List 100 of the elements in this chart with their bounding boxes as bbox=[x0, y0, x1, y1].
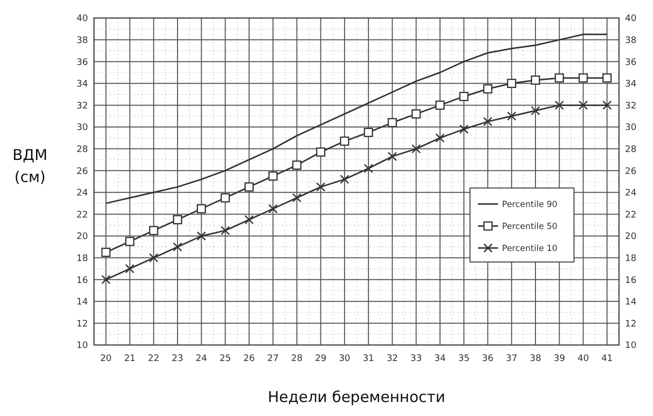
point bbox=[483, 116, 492, 126]
y2-tick-label: 20 bbox=[625, 232, 637, 242]
x-tick-label: 30 bbox=[338, 354, 351, 364]
y-tick-label: 20 bbox=[76, 232, 88, 242]
x-tick-label: 36 bbox=[482, 354, 494, 364]
legend-label: Percentile 90 bbox=[502, 200, 558, 210]
point bbox=[530, 76, 540, 85]
point bbox=[459, 92, 468, 102]
point bbox=[554, 73, 564, 83]
y2-tick-label: 28 bbox=[625, 144, 637, 155]
y2-tick-label: 26 bbox=[625, 166, 637, 177]
point bbox=[578, 73, 588, 83]
y2-tick-label: 14 bbox=[625, 298, 637, 308]
point bbox=[506, 111, 516, 121]
legend-label: Percentile 10 bbox=[502, 244, 558, 254]
point bbox=[220, 226, 230, 236]
point bbox=[101, 274, 111, 284]
x-tick-label: 40 bbox=[577, 354, 590, 364]
point bbox=[268, 171, 278, 181]
point bbox=[196, 204, 206, 214]
point bbox=[435, 133, 445, 143]
y2-tick-label: 12 bbox=[625, 319, 636, 330]
x-tick-label: 22 bbox=[148, 354, 160, 364]
point bbox=[435, 100, 445, 110]
y2-tick-label: 16 bbox=[625, 276, 637, 286]
legend-label: Percentile 50 bbox=[502, 222, 558, 232]
point bbox=[316, 182, 326, 192]
point bbox=[172, 215, 182, 224]
y-tick-label: 12 bbox=[76, 319, 88, 330]
point bbox=[602, 100, 612, 110]
y-tick-label: 36 bbox=[76, 58, 88, 68]
point bbox=[149, 253, 158, 262]
point bbox=[244, 182, 254, 192]
y-tick-label: 26 bbox=[76, 166, 88, 177]
y-tick-label: 34 bbox=[76, 80, 88, 90]
y-tick-label: 16 bbox=[76, 276, 88, 286]
point bbox=[340, 174, 350, 184]
point bbox=[507, 78, 516, 88]
x-tick-label: 28 bbox=[291, 354, 303, 364]
y-tick-label: 14 bbox=[76, 298, 88, 308]
point bbox=[530, 106, 540, 116]
y2-tick-label: 32 bbox=[625, 101, 636, 112]
x-tick-label: 32 bbox=[386, 354, 398, 364]
y2-tick-label: 34 bbox=[625, 80, 637, 90]
y-tick-label: 18 bbox=[76, 254, 88, 264]
x-axis-title: Недели беременности bbox=[268, 388, 446, 406]
y-tick-label: 10 bbox=[76, 341, 88, 352]
point bbox=[149, 226, 158, 236]
x-tick-label: 27 bbox=[267, 354, 279, 364]
y-tick-label: 24 bbox=[76, 188, 88, 199]
y2-tick-label: 40 bbox=[625, 14, 637, 24]
point bbox=[602, 73, 612, 83]
x-tick-label: 39 bbox=[554, 354, 566, 364]
x-tick-label: 41 bbox=[601, 354, 613, 364]
y2-tick-label: 30 bbox=[625, 123, 637, 134]
point bbox=[268, 204, 278, 214]
point bbox=[412, 144, 421, 154]
point bbox=[292, 193, 302, 202]
point bbox=[340, 136, 350, 146]
x-tick-label: 23 bbox=[172, 354, 184, 364]
x-tick-label: 21 bbox=[124, 354, 136, 364]
point bbox=[244, 215, 254, 224]
x-tick-label: 33 bbox=[410, 354, 422, 364]
y2-tick-label: 36 bbox=[625, 58, 637, 68]
point bbox=[220, 193, 230, 202]
point bbox=[125, 236, 134, 246]
x-tick-label: 25 bbox=[220, 354, 231, 364]
y2-tick-label: 18 bbox=[625, 254, 637, 264]
y-tick-label: 40 bbox=[76, 14, 88, 24]
point bbox=[316, 147, 326, 157]
point bbox=[483, 84, 492, 94]
point bbox=[578, 100, 588, 110]
x-tick-label: 20 bbox=[100, 354, 112, 364]
point bbox=[364, 128, 374, 138]
y-tick-label: 22 bbox=[76, 210, 88, 220]
point bbox=[388, 152, 397, 162]
point bbox=[101, 248, 111, 257]
x-tick-label: 26 bbox=[243, 354, 256, 364]
y2-tick-label: 10 bbox=[625, 341, 637, 352]
y-tick-label: 32 bbox=[76, 101, 88, 112]
x-tick-label: 29 bbox=[314, 354, 327, 364]
y-tick-label: 38 bbox=[76, 36, 88, 46]
x-tick-label: 35 bbox=[458, 354, 470, 364]
x-tick-label: 24 bbox=[196, 354, 208, 364]
y-axis-title: ВДМ (см) bbox=[12, 146, 48, 186]
y-tick-label: 30 bbox=[76, 123, 88, 134]
point bbox=[196, 231, 206, 241]
point bbox=[364, 164, 374, 174]
point bbox=[172, 242, 182, 252]
x-tick-label: 38 bbox=[530, 354, 542, 364]
point bbox=[125, 264, 134, 274]
point bbox=[388, 118, 397, 128]
x-tick-label: 31 bbox=[362, 354, 374, 364]
x-tick-label: 34 bbox=[434, 354, 446, 364]
y2-tick-label: 24 bbox=[625, 188, 637, 199]
y-tick-label: 28 bbox=[76, 144, 88, 155]
point bbox=[412, 109, 421, 119]
point bbox=[554, 100, 564, 110]
point bbox=[459, 124, 469, 134]
x-tick-label: 37 bbox=[506, 354, 518, 364]
